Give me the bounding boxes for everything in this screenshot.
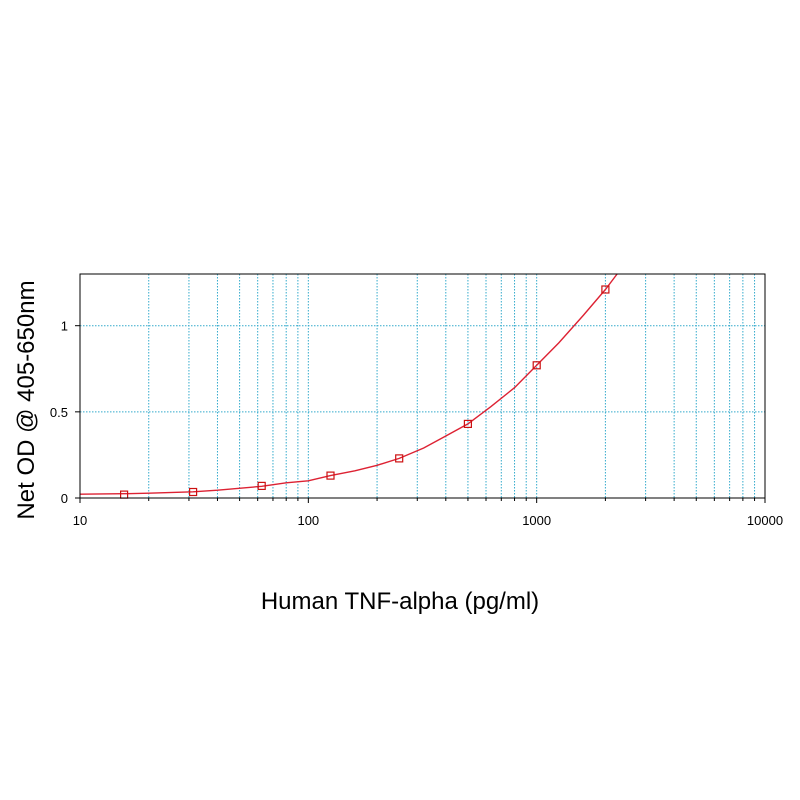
y-tick-label: 0.5 (50, 405, 68, 420)
plot-frame (79, 273, 766, 499)
y-tick-label: 1 (61, 319, 68, 334)
x-tick-label: 100 (297, 513, 319, 528)
tick-labels: 10 100 1000 10000 0 0.5 1 (50, 319, 783, 528)
y-axis-title: Net OD @ 405-650nm (13, 280, 40, 519)
fit-curve-group (79, 273, 618, 495)
data-point-marker (119, 490, 129, 499)
fit-curve (79, 273, 618, 495)
data-point-marker (189, 487, 198, 497)
x-axis-title: Human TNF-alpha (pg/ml) (261, 588, 539, 615)
x-tick-label: 1000 (522, 513, 551, 528)
data-point-marker (463, 419, 472, 428)
data-point-marker (395, 454, 404, 463)
grid-lines (80, 274, 765, 498)
data-point-marker (257, 481, 266, 490)
y-tick-label: 0 (61, 491, 68, 506)
data-point-marker (601, 285, 610, 294)
x-tick-label: 10 (73, 513, 87, 528)
data-point-marker (532, 361, 541, 370)
x-tick-label: 10000 (747, 513, 783, 528)
axes (75, 273, 766, 503)
data-point-marker (326, 471, 335, 480)
data-points-group (119, 285, 610, 499)
